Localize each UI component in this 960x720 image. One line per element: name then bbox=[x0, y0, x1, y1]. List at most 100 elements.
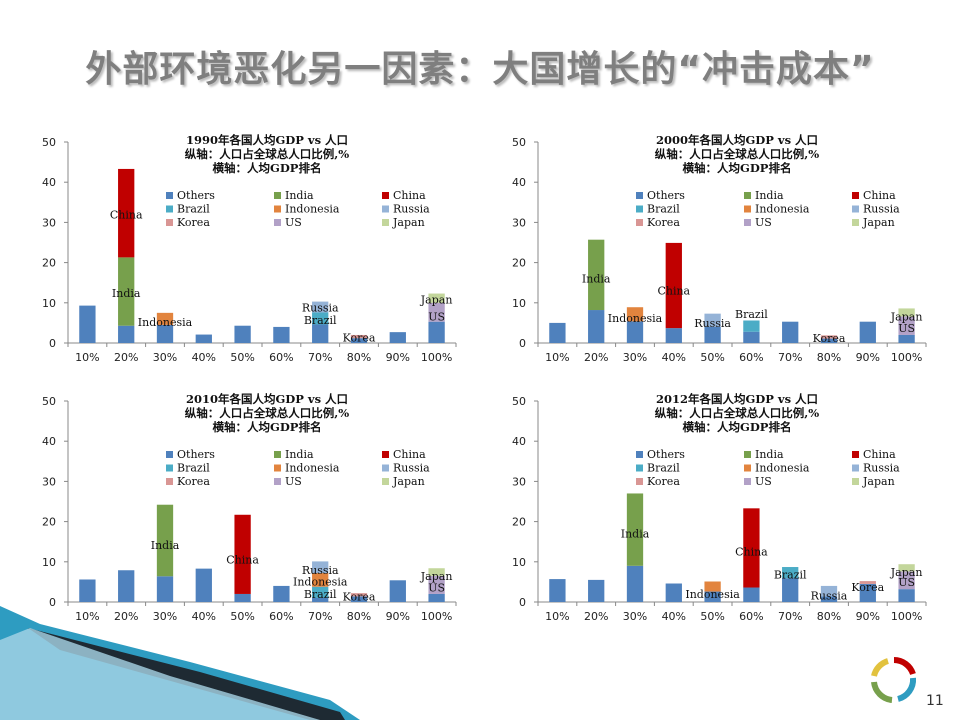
annotation-indonesia: Indonesia bbox=[685, 588, 740, 601]
legend-swatch-india bbox=[744, 192, 751, 199]
bar-korea-80 bbox=[820, 335, 838, 339]
legend-swatch-indonesia bbox=[744, 205, 751, 213]
bar-others-90 bbox=[859, 583, 876, 602]
annotation-china: China bbox=[735, 545, 768, 558]
x-tick-label: 40% bbox=[192, 610, 216, 623]
chart-title-line: 2000年各国人均GDP vs 人口 bbox=[656, 133, 818, 147]
x-tick-label: 70% bbox=[308, 610, 332, 623]
bar-brazil-70 bbox=[312, 586, 329, 598]
bar-others-40 bbox=[665, 583, 682, 602]
bar-others-90 bbox=[859, 321, 876, 343]
bar-others-80 bbox=[350, 338, 368, 343]
bar-others-20 bbox=[118, 570, 135, 602]
y-tick-label: 0 bbox=[519, 337, 526, 350]
annotation-indonesia: Indonesia bbox=[293, 575, 348, 588]
bar-others-80 bbox=[820, 596, 838, 602]
annotation-us: US bbox=[898, 322, 915, 335]
legend-label-us: US bbox=[755, 216, 772, 229]
x-tick-label: 80% bbox=[817, 351, 841, 364]
annotation-russia: Russia bbox=[811, 590, 848, 603]
bar-others-30 bbox=[626, 321, 644, 343]
chart-title-line: 横轴：人均GDP排名 bbox=[683, 420, 792, 434]
y-tick-label: 10 bbox=[512, 297, 526, 310]
y-tick-label: 50 bbox=[42, 395, 56, 408]
bar-others-10 bbox=[79, 579, 96, 602]
chart-title-line: 纵轴：人口占全球总人口比例,% bbox=[655, 406, 820, 420]
legend-label-indonesia: Indonesia bbox=[285, 462, 340, 475]
chart-title-line: 横轴：人均GDP排名 bbox=[683, 161, 792, 175]
bar-others-70 bbox=[312, 324, 329, 343]
legend-label-india: India bbox=[755, 448, 784, 461]
annotation-korea: Korea bbox=[813, 332, 846, 345]
legend-label-korea: Korea bbox=[647, 475, 680, 488]
slide-title: 外部环境恶化另一因素：大国增长的“冲击成本” bbox=[85, 49, 875, 90]
x-tick-label: 50% bbox=[700, 610, 724, 623]
bar-others-20 bbox=[118, 325, 135, 343]
y-tick-label: 0 bbox=[519, 596, 526, 609]
bar-russia-70 bbox=[312, 561, 329, 574]
x-tick-label: 60% bbox=[739, 351, 763, 364]
annotation-korea: Korea bbox=[343, 331, 376, 344]
x-tick-label: 40% bbox=[662, 610, 686, 623]
annotation-japan: Japan bbox=[890, 310, 923, 323]
bottom-swoosh-light bbox=[0, 628, 320, 720]
bar-japan-100 bbox=[898, 564, 915, 572]
bar-others-100 bbox=[898, 589, 915, 602]
annotation-brazil: Brazil bbox=[304, 314, 337, 327]
bar-japan-100 bbox=[428, 568, 445, 576]
x-tick-label: 10% bbox=[75, 351, 99, 364]
legend-label-others: Others bbox=[177, 189, 215, 202]
legend-label-japan: Japan bbox=[862, 216, 895, 229]
legend-label-others: Others bbox=[647, 448, 685, 461]
legend-label-indonesia: Indonesia bbox=[285, 203, 340, 216]
legend-swatch-indonesia bbox=[274, 464, 281, 472]
x-tick-label: 60% bbox=[739, 610, 763, 623]
legend-swatch-korea bbox=[636, 219, 643, 226]
bar-others-30 bbox=[156, 576, 174, 602]
x-tick-label: 90% bbox=[856, 610, 880, 623]
bar-brazil-60 bbox=[743, 320, 760, 332]
bar-korea-80 bbox=[350, 334, 368, 339]
company-logo bbox=[871, 657, 917, 703]
annotation-russia: Russia bbox=[302, 302, 339, 315]
legend-swatch-china bbox=[852, 192, 859, 199]
bar-us-100 bbox=[898, 571, 915, 590]
bar-korea-80 bbox=[350, 593, 368, 597]
legend-swatch-brazil bbox=[166, 464, 173, 472]
x-tick-label: 10% bbox=[545, 351, 569, 364]
bar-others-60 bbox=[743, 331, 760, 343]
legend-label-india: India bbox=[285, 448, 314, 461]
x-tick-label: 70% bbox=[778, 351, 802, 364]
bar-others-80 bbox=[820, 338, 838, 343]
bar-others-70 bbox=[782, 321, 799, 343]
annotation-japan: Japan bbox=[420, 294, 453, 307]
bar-japan-100 bbox=[898, 308, 915, 317]
annotation-india: India bbox=[151, 539, 180, 552]
chart-2012: 0 10 20 30 40 50 10% 20% 30% 40% 50% 60% 70% 80% 90% 10… bbox=[512, 392, 927, 623]
legend-swatch-japan bbox=[852, 219, 859, 226]
chart-2000: 0 10 20 30 40 50 10% 20% 30% 40% 50% 60% 70% 80% 90% 10… bbox=[512, 133, 927, 364]
bar-others-50 bbox=[234, 325, 251, 343]
bar-others-100 bbox=[428, 593, 445, 602]
bar-others-60 bbox=[743, 587, 760, 602]
legend-label-us: US bbox=[285, 475, 302, 488]
x-tick-label: 100% bbox=[891, 610, 922, 623]
legend-label-china: China bbox=[863, 189, 896, 202]
bar-indonesia-30 bbox=[156, 312, 174, 325]
legend-label-korea: Korea bbox=[177, 475, 210, 488]
legend-label-china: China bbox=[393, 189, 426, 202]
chart-2010: 0 10 20 30 40 50 10% 20% 30% 40% 50% 60% 70% 80% 90% 10… bbox=[42, 392, 457, 623]
x-tick-label: 20% bbox=[114, 610, 138, 623]
legend-swatch-japan bbox=[382, 478, 389, 485]
legend-label-china: China bbox=[863, 448, 896, 461]
legend-label-brazil: Brazil bbox=[177, 462, 210, 475]
legend-swatch-india bbox=[744, 451, 751, 458]
annotation-indonesia: Indonesia bbox=[608, 312, 663, 325]
x-tick-label: 60% bbox=[269, 351, 293, 364]
legend-swatch-brazil bbox=[166, 205, 173, 213]
legend-swatch-india bbox=[274, 451, 281, 458]
bar-us-100 bbox=[428, 575, 445, 594]
x-tick-label: 30% bbox=[153, 610, 177, 623]
annotation-us: US bbox=[428, 310, 445, 323]
annotation-brazil: Brazil bbox=[304, 588, 337, 601]
